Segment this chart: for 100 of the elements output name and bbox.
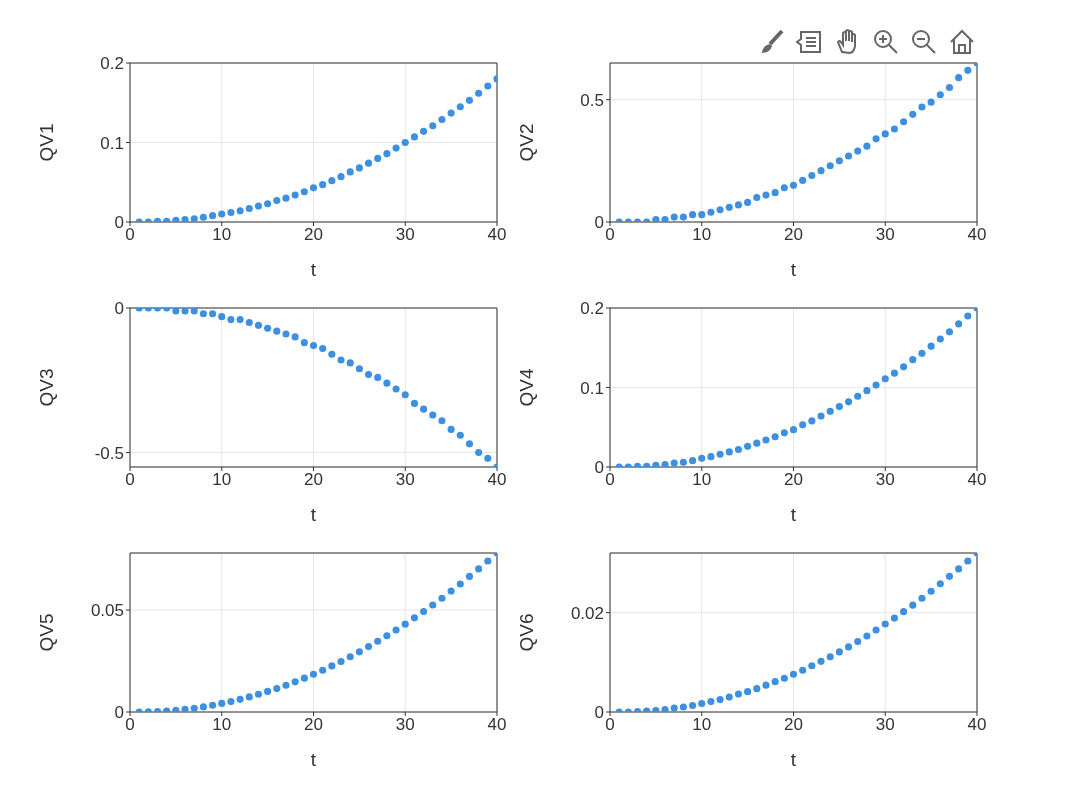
point bbox=[890, 614, 898, 622]
point bbox=[319, 181, 327, 189]
point bbox=[698, 211, 706, 219]
y-axis-title: QV3 bbox=[35, 368, 57, 407]
point bbox=[484, 454, 492, 462]
point bbox=[309, 342, 318, 350]
point bbox=[863, 632, 871, 640]
point bbox=[844, 643, 853, 651]
point bbox=[716, 450, 724, 458]
point bbox=[716, 696, 724, 704]
point bbox=[438, 417, 446, 425]
point bbox=[447, 109, 455, 117]
point bbox=[209, 701, 217, 709]
point bbox=[927, 342, 935, 350]
point bbox=[364, 643, 373, 651]
point bbox=[872, 381, 880, 389]
point bbox=[172, 706, 180, 712]
point bbox=[808, 417, 816, 425]
point bbox=[707, 698, 715, 706]
point bbox=[945, 572, 954, 580]
point bbox=[918, 594, 926, 602]
point bbox=[410, 399, 418, 407]
point bbox=[337, 356, 345, 364]
point bbox=[725, 448, 733, 456]
point bbox=[863, 387, 871, 395]
point bbox=[383, 379, 391, 387]
point bbox=[273, 196, 281, 205]
point bbox=[438, 115, 446, 124]
point bbox=[300, 188, 308, 196]
point bbox=[282, 681, 290, 689]
point bbox=[337, 173, 345, 181]
x-tick-label: 40 bbox=[967, 715, 987, 735]
x-tick-label: 20 bbox=[304, 225, 323, 245]
point bbox=[890, 125, 898, 133]
point bbox=[789, 670, 798, 678]
point bbox=[734, 690, 743, 698]
x-tick-label: 40 bbox=[967, 225, 987, 245]
point bbox=[254, 690, 263, 698]
point bbox=[181, 705, 189, 712]
point bbox=[374, 637, 382, 645]
point bbox=[447, 425, 455, 433]
point bbox=[392, 385, 400, 393]
x-tick-label: 40 bbox=[487, 715, 507, 735]
point bbox=[282, 194, 290, 202]
point bbox=[844, 398, 853, 406]
point bbox=[826, 162, 834, 170]
point bbox=[918, 349, 926, 357]
point bbox=[854, 392, 862, 400]
point bbox=[319, 344, 327, 353]
point bbox=[291, 333, 299, 341]
x-tick-label: 20 bbox=[784, 225, 803, 245]
point bbox=[744, 442, 752, 450]
point bbox=[762, 681, 770, 689]
y-tick-label: 0.1 bbox=[100, 133, 124, 153]
point bbox=[679, 703, 687, 711]
point bbox=[465, 96, 474, 104]
point bbox=[383, 150, 391, 158]
point bbox=[374, 154, 382, 162]
x-tick-label: 30 bbox=[875, 225, 895, 245]
point bbox=[652, 215, 660, 222]
point bbox=[456, 580, 464, 588]
y-tick-label: 0.5 bbox=[580, 90, 604, 110]
point bbox=[945, 328, 954, 336]
point bbox=[909, 356, 917, 364]
point bbox=[209, 310, 217, 318]
point bbox=[309, 670, 318, 678]
y-tick-label: 0 bbox=[114, 299, 124, 319]
point bbox=[707, 453, 715, 461]
x-axis-title: t bbox=[790, 504, 797, 525]
y-tick-label: 0.2 bbox=[580, 299, 604, 319]
point bbox=[254, 202, 263, 210]
point bbox=[282, 330, 290, 338]
point bbox=[264, 687, 272, 695]
point bbox=[854, 637, 862, 645]
x-axis-title: t bbox=[790, 259, 797, 280]
point bbox=[909, 110, 917, 118]
point bbox=[346, 653, 354, 661]
point bbox=[881, 130, 889, 138]
point bbox=[291, 191, 299, 199]
point bbox=[725, 693, 733, 701]
point bbox=[909, 601, 917, 609]
point bbox=[190, 215, 198, 222]
point bbox=[918, 103, 926, 111]
point bbox=[181, 308, 189, 315]
point bbox=[698, 699, 706, 708]
x-tick-label: 30 bbox=[395, 225, 415, 245]
point bbox=[245, 318, 253, 327]
point bbox=[429, 122, 437, 130]
point bbox=[227, 208, 235, 217]
point bbox=[429, 411, 437, 419]
point bbox=[236, 207, 244, 215]
point bbox=[401, 138, 409, 147]
x-tick-label: 20 bbox=[304, 470, 323, 490]
point bbox=[236, 695, 244, 703]
point bbox=[346, 359, 354, 367]
point bbox=[484, 557, 492, 565]
y-axis-title: QV5 bbox=[35, 613, 57, 652]
point bbox=[392, 144, 400, 152]
x-tick-label: 30 bbox=[395, 470, 415, 490]
point bbox=[273, 685, 281, 693]
